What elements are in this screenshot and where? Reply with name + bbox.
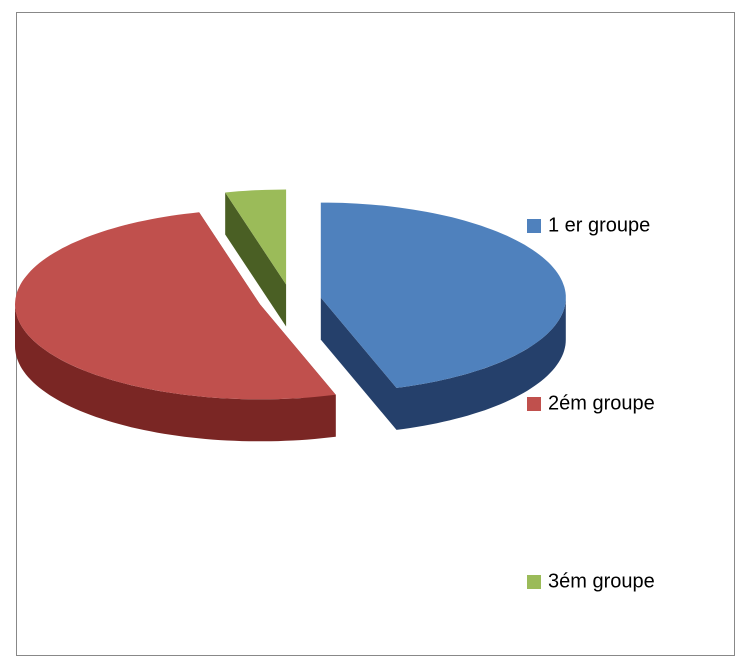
- slice-wall: [225, 192, 287, 327]
- legend-swatch: [527, 575, 541, 589]
- legend-label: 3ém groupe: [548, 570, 655, 592]
- slice-side: [396, 297, 566, 430]
- legend-swatch: [527, 219, 541, 233]
- legend-swatch: [527, 397, 541, 411]
- pie-slice: [320, 202, 566, 388]
- legend-label: 1 er groupe: [548, 214, 650, 236]
- slice-wall: [320, 297, 397, 430]
- slice-side: [15, 304, 336, 442]
- pie-slice: [15, 212, 336, 400]
- pie-slice: [225, 189, 287, 285]
- legend-label: 2ém groupe: [548, 392, 655, 414]
